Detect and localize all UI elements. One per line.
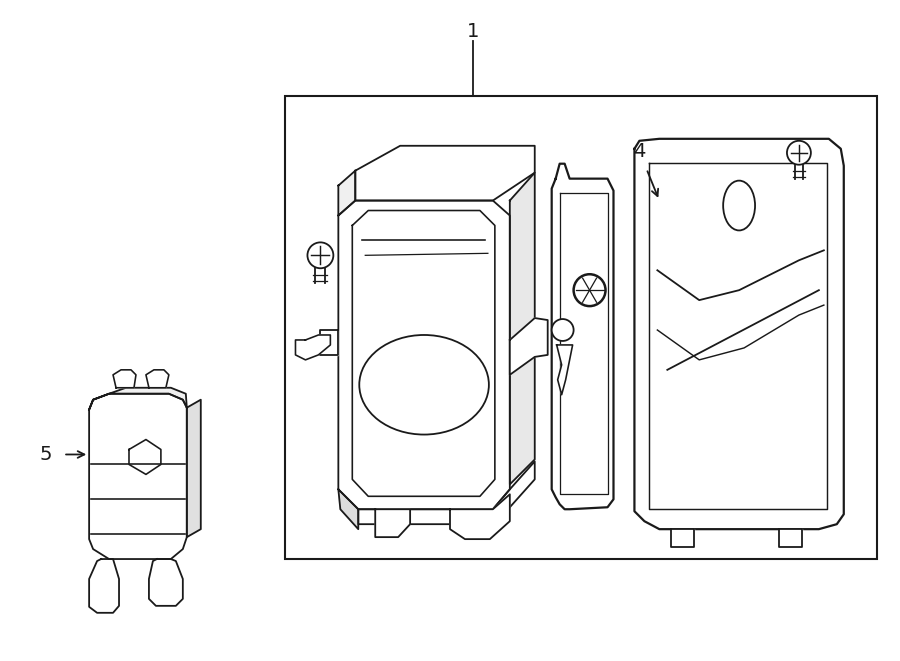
Polygon shape <box>450 494 509 539</box>
Polygon shape <box>557 345 572 395</box>
Polygon shape <box>375 509 410 537</box>
Polygon shape <box>320 330 338 355</box>
Bar <box>284 96 877 559</box>
Polygon shape <box>650 163 827 509</box>
Polygon shape <box>671 529 694 547</box>
Polygon shape <box>89 388 187 410</box>
Polygon shape <box>338 200 509 509</box>
Text: 1: 1 <box>467 22 479 41</box>
Polygon shape <box>509 173 535 485</box>
Polygon shape <box>295 335 330 360</box>
Circle shape <box>552 319 573 341</box>
Polygon shape <box>146 370 169 388</box>
Polygon shape <box>338 489 358 529</box>
Polygon shape <box>552 164 614 509</box>
Polygon shape <box>148 559 183 606</box>
Polygon shape <box>187 400 201 537</box>
Polygon shape <box>352 210 495 496</box>
Polygon shape <box>113 370 136 388</box>
Polygon shape <box>338 171 356 215</box>
Text: 4: 4 <box>634 141 645 161</box>
Circle shape <box>787 141 811 165</box>
Circle shape <box>308 243 333 268</box>
Polygon shape <box>560 192 608 494</box>
Polygon shape <box>89 394 187 559</box>
Polygon shape <box>356 146 535 200</box>
Text: 5: 5 <box>40 445 52 464</box>
Polygon shape <box>358 461 535 524</box>
Text: 2: 2 <box>599 237 612 255</box>
Polygon shape <box>634 139 844 529</box>
Polygon shape <box>779 529 802 547</box>
Polygon shape <box>129 440 161 475</box>
Text: 3: 3 <box>565 229 578 249</box>
Circle shape <box>573 274 606 306</box>
Polygon shape <box>509 318 548 375</box>
Polygon shape <box>89 559 119 613</box>
